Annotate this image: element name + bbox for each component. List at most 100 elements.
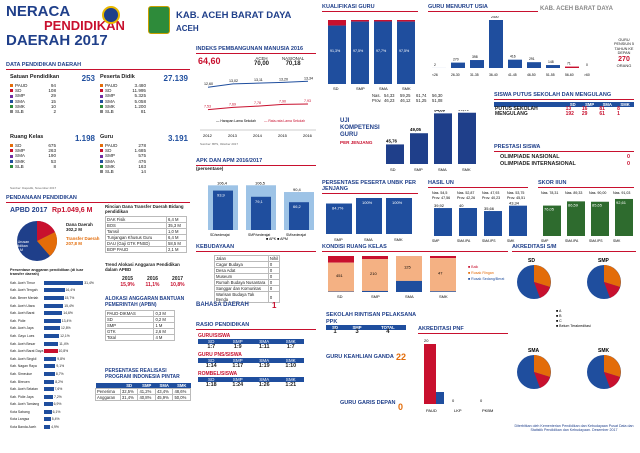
kualifikasi-heading: KUALIFIKASI GURU (322, 4, 418, 12)
kondisi-value: 47 (438, 271, 443, 276)
un-nas: Nas. 53,75 (507, 191, 524, 195)
kondisi-ringan-bar (362, 259, 388, 291)
iiun-cat: SMA IPA (565, 239, 579, 243)
legend-rls: — Rata-rata Lama Sekolah (264, 119, 305, 123)
akr-slice (604, 372, 620, 388)
un-bar (459, 208, 477, 236)
hls-label: 13,34 (304, 76, 313, 80)
rank-row: Kab. Aceh Barat Daya 10,8% (10, 349, 69, 354)
stat-row: SLB 2 (10, 109, 95, 114)
usia-heading: GURU MENURUT USIA (428, 4, 538, 12)
pensiun-unit: ORANG (616, 62, 632, 68)
stat-row: SMK 53 (10, 159, 95, 164)
kual-cat: SD (333, 86, 339, 91)
kondisi-ringan-bar (430, 258, 456, 292)
persentase-title: Persentase anggaran pendidikan (di luar … (10, 268, 84, 277)
akr-legend: ■ A (556, 309, 562, 313)
akr-slice (534, 372, 550, 388)
pnf-value: 0 (480, 398, 483, 403)
stat-row: SMP 575 (100, 153, 188, 158)
kual-low-bar (351, 20, 369, 22)
rasio-heading: RASIO PENDIDIKAN (196, 322, 316, 330)
kondisi-ringan-bar (328, 262, 354, 292)
apbd-pie (17, 220, 58, 261)
stat-row: SMK 1.200 (100, 104, 188, 109)
kondisi-chart: 451 SD 210 SMP 125 SMA 47 SMK ■ Baik ■ Rusak Ring… (328, 256, 504, 299)
pnf-a-bar (424, 344, 436, 404)
hls-label: 13,02 (229, 79, 238, 83)
rls-label: 7,78 (254, 101, 261, 105)
iiun-nas: Nas. 89,33 (565, 191, 582, 195)
stat-row: PAUD 94 (10, 83, 95, 88)
rank-row: Kab. Bireuen 8,2% (10, 379, 63, 384)
uk-bar (434, 113, 452, 164)
un-prov: Prov. 47,56 (432, 196, 450, 200)
kondisi-baik-bar (328, 256, 354, 263)
rank-row: Kab. Gayo Lues 12,1% (10, 333, 70, 338)
kual-s1-bar (328, 25, 346, 84)
prestasi-list: OLIMPIADE NASIONAL 0 OLIMPIADE INTERNASION… (500, 154, 630, 168)
rank-row: Kab. Aceh Barat 14,6% (10, 311, 73, 316)
un-bar (484, 211, 502, 236)
uk-value: 55,08 (458, 110, 470, 112)
ruang-total: 1.198 (74, 134, 95, 143)
kual-label: 91,3% (330, 49, 341, 53)
usia-value: 2400 (491, 16, 499, 19)
kondisi-sedang-bar (362, 290, 388, 292)
kemdikbud-logo (102, 6, 120, 24)
stat-row: SLB 81 (100, 109, 188, 114)
uk-value: 54,89 (434, 110, 446, 112)
kual-label: 97,7% (376, 49, 387, 53)
un-prov: Prov. 42,26 (457, 196, 475, 200)
iiun-heading: SKOR IIUN (538, 180, 634, 188)
keahlian-value: 22 (396, 352, 407, 362)
usia-value: 2 (434, 63, 436, 67)
kondisi-legend: ■ Rusak Ringan (468, 271, 494, 275)
iiun-nas: Nas. 78,31 (541, 191, 558, 195)
usia-value: 0 (586, 63, 588, 67)
un-value: 39,92 (434, 203, 445, 208)
peserta-total: 27.139 (163, 74, 188, 83)
unbk-value: 84,7% (332, 206, 344, 211)
rintisan-heading: SEKOLAH RINTISAN PELAKSANA PPK (326, 312, 416, 325)
usia-value: 71 (567, 62, 571, 66)
prestasi-row: OLIMPIADE NASIONAL 0 (500, 154, 630, 160)
table-row: Penerima 32,5% 41,2% 43,4% 48,6% (95, 388, 191, 395)
prestasi-heading: PRESTASI SISWA (494, 144, 634, 152)
guru-total: 3.191 (167, 134, 188, 143)
rank-chart: Kab. Aceh Timur 31,4% Kab. Aceh Tengah 16,4… (10, 279, 98, 439)
dana-daerah-label: Dana Daerah 302,2 M (66, 222, 93, 232)
table-row: PUTUS SEKOLAH 13 16 81 8 (495, 106, 620, 112)
stat-row: SD 108 (10, 88, 95, 93)
akr-slice (534, 282, 550, 298)
title-block: NERACA PENDIDIKAN DAERAH 2017 (6, 4, 146, 56)
uk-bar (386, 144, 404, 164)
hls-label: 13,11 (254, 78, 263, 82)
bantuan-table: PAUD-DIKMAS 0,3 M SD 0,2 M SMP 1 M GTK 2,6 M Tot… (104, 310, 175, 341)
apk-cat: SD/sederajat (210, 233, 230, 237)
kondisi-sedang-bar (430, 291, 456, 292)
putus-table: SD SMP SMA SMK PUTUS SEKOLAH 13 16 81 8 MENGULANG… (494, 102, 634, 117)
usia-cat: >60 (584, 73, 590, 77)
akr-label: SMK (598, 348, 610, 354)
stat-row: SD 11.995 (100, 88, 188, 93)
basic-source: Sumber: Dapodik, November 2017 (10, 186, 57, 190)
trend-title: Trend Alokasi Anggaran Pendidikan dalam … (105, 262, 180, 272)
year-tick: 2015 (278, 133, 288, 138)
stat-row: SD 675 (10, 143, 95, 148)
usia-value: 148 (548, 60, 554, 64)
usia-value: 291 (529, 57, 535, 61)
hls-line (207, 80, 309, 88)
un-nas: Nas. 47,93 (482, 191, 499, 195)
kual-s1-bar (351, 21, 369, 85)
hls-label: 12,60 (204, 82, 213, 86)
usia-cat: 26-30 (451, 73, 460, 77)
rls-label: 7,93 (304, 99, 311, 103)
rank-row: Kab. Pidie Jaya 7,2% (10, 394, 62, 399)
iiun-bar (591, 201, 609, 236)
usia-bar (489, 20, 503, 68)
pnf-cat: PKBM (482, 408, 493, 413)
kondisi-sedang-bar (396, 280, 422, 292)
rank-row: Kab. Aceh Besar 11,4% (10, 341, 69, 346)
